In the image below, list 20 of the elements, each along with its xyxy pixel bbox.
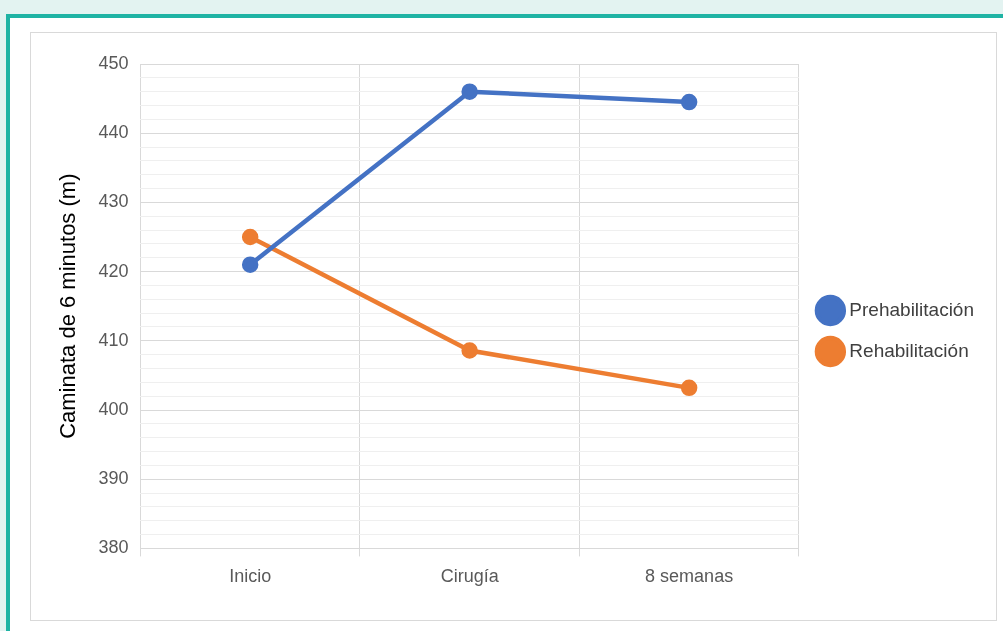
x-tick-label: 8 semanas bbox=[645, 566, 734, 587]
legend-label: Prehabilitación bbox=[849, 298, 975, 320]
y-tick-label: 410 bbox=[98, 329, 129, 350]
y-tick-label: 430 bbox=[98, 191, 129, 212]
point bbox=[680, 379, 698, 397]
y-tick-label: 450 bbox=[98, 52, 129, 73]
point bbox=[241, 228, 259, 246]
y-tick-label: 420 bbox=[98, 260, 129, 281]
y-axis-title: Caminata de 6 minutos (m) bbox=[55, 173, 81, 439]
y-tick-label: 400 bbox=[98, 398, 129, 419]
y-tick-label: 440 bbox=[98, 122, 129, 143]
point bbox=[680, 93, 698, 111]
point bbox=[461, 83, 478, 100]
point bbox=[241, 256, 259, 273]
x-tick-label: Inicio bbox=[229, 566, 272, 587]
x-tick-label: Cirugía bbox=[440, 566, 500, 587]
y-tick-label: 380 bbox=[98, 537, 129, 558]
y-tick-label: 390 bbox=[98, 468, 129, 489]
point bbox=[461, 342, 478, 359]
legend-label: Rehabilitación bbox=[849, 339, 969, 361]
